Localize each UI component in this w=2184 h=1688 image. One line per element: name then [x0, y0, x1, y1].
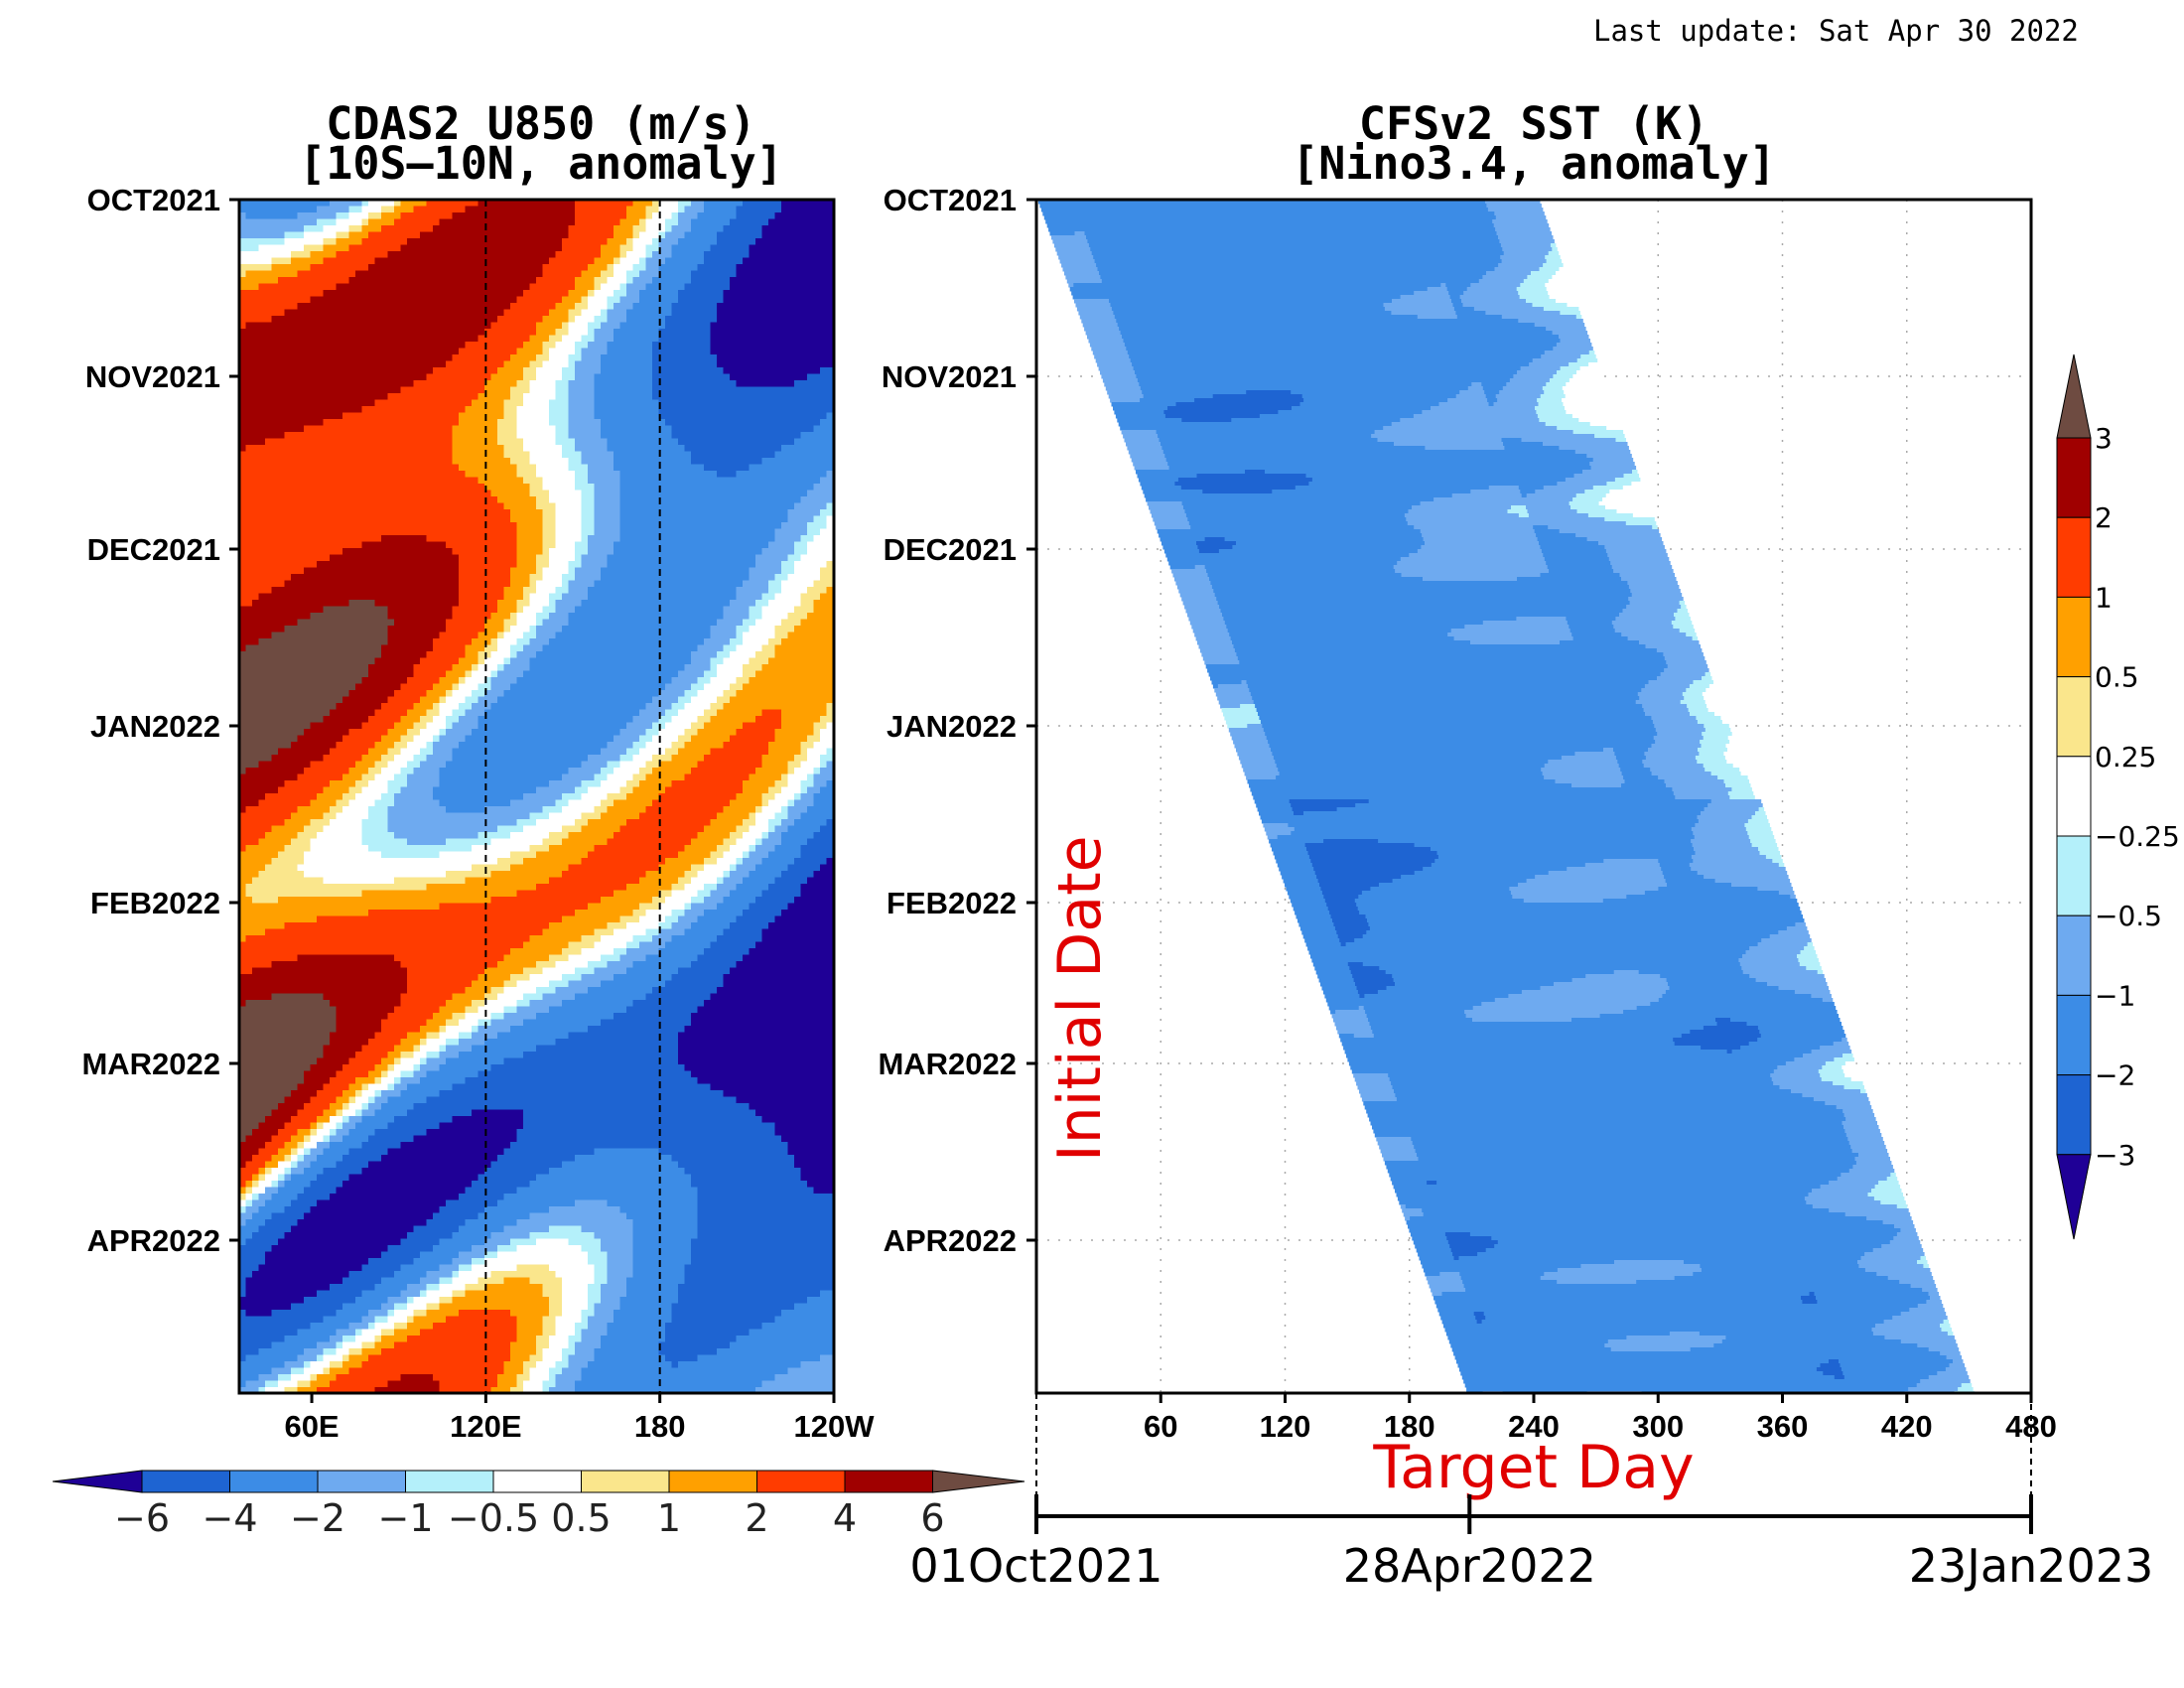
sst-y-axis: OCT2021 NOV2021 DEC2021 JAN2022 FEB2022 MAR20… — [878, 183, 1036, 1258]
y-tick-label: DEC2021 — [884, 532, 1017, 567]
u850-x-axis: 60E 120E 180 120W — [284, 1393, 875, 1444]
u850-frame — [237, 198, 836, 1395]
colorbar-swatch — [2056, 914, 2092, 996]
colorbar-label: 0.25 — [2095, 741, 2156, 774]
colorbar-swatch — [2056, 437, 2092, 518]
x-tick-label: 180 — [634, 1409, 686, 1444]
y-tick-label: OCT2021 — [87, 183, 220, 217]
colorbar-swatch — [581, 1470, 670, 1493]
y-tick-label: JAN2022 — [887, 709, 1017, 744]
colorbar-arrow-high — [2056, 353, 2092, 439]
y-tick-label: APR2022 — [87, 1223, 220, 1258]
colorbar-swatch — [756, 1470, 846, 1493]
colorbar-swatch — [405, 1470, 494, 1493]
y-tick-label: FEB2022 — [90, 886, 220, 920]
colorbar-label: 0.5 — [2095, 661, 2139, 694]
colorbar-swatch — [2056, 994, 2092, 1076]
colorbar-arrow-low — [2056, 1154, 2092, 1240]
colorbar-label: 6 — [920, 1496, 944, 1540]
colorbar-arrow-high — [932, 1470, 1025, 1493]
colorbar-label: −4 — [202, 1496, 257, 1540]
colorbar-swatch — [492, 1470, 582, 1493]
colorbar-label: 1 — [2095, 581, 2113, 614]
u850-title-line1: CDAS2 U850 (m/s) — [326, 97, 755, 150]
colorbar-swatch — [229, 1470, 319, 1493]
colorbar-arrow-low — [52, 1470, 143, 1493]
colorbar-label: 4 — [833, 1496, 857, 1540]
colorbar-swatch — [317, 1470, 406, 1493]
x-tick-label: 120E — [450, 1409, 521, 1444]
colorbar-swatch — [668, 1470, 757, 1493]
y-tick-label: OCT2021 — [884, 183, 1017, 217]
u850-y-axis: OCT2021 NOV2021 DEC2021 JAN2022 FEB2022 MAR20… — [81, 183, 239, 1258]
timeline-label: 28Apr2022 — [1343, 1539, 1596, 1593]
colorbar-swatch — [2056, 1074, 2092, 1156]
sst-panel: CFSv2 SST (K) [Nino3.4, anomaly] OCT2021… — [878, 97, 2179, 1593]
x-tick-label: 60E — [284, 1409, 339, 1444]
colorbar-label: −0.25 — [2095, 820, 2180, 853]
colorbar-label: −2 — [2095, 1059, 2135, 1092]
u850-reference-lines — [484, 200, 661, 1393]
colorbar-label: −0.5 — [2095, 900, 2162, 932]
colorbar-label: 3 — [2095, 422, 2113, 455]
colorbar-label: 0.5 — [551, 1496, 611, 1540]
x-tick-label: 120 — [1260, 1409, 1311, 1444]
colorbar-swatch — [141, 1470, 230, 1493]
x-tick-label: 60 — [1144, 1409, 1177, 1444]
x-tick-label: 120W — [794, 1409, 876, 1444]
u850-colorbar: −6 −4 −2 −1 −0.5 0.5 1 2 4 6 — [52, 1470, 1025, 1540]
colorbar-label: −2 — [290, 1496, 345, 1540]
colorbar-label: −1 — [2095, 979, 2135, 1012]
sst-timeline: 01Oct2021 28Apr2022 23Jan2023 — [909, 1393, 2153, 1593]
colorbar-swatch — [2056, 516, 2092, 598]
sst-xlabel: Target Day — [1372, 1433, 1694, 1502]
x-tick-label: 420 — [1881, 1409, 1933, 1444]
colorbar-label: −3 — [2095, 1139, 2135, 1172]
y-tick-label: JAN2022 — [90, 709, 220, 744]
colorbar-swatch — [2056, 596, 2092, 678]
sst-colorbar: 3 2 1 0.5 0.25 −0.25 −0.5 −1 −2 −3 — [2056, 353, 2180, 1240]
y-tick-label: MAR2022 — [878, 1047, 1017, 1081]
colorbar-label: −1 — [377, 1496, 433, 1540]
x-tick-label: 240 — [1508, 1409, 1560, 1444]
colorbar-swatch — [2056, 835, 2092, 916]
sst-ylabel: Initial Date — [1045, 835, 1115, 1162]
timeline-label: 23Jan2023 — [1909, 1539, 2154, 1593]
colorbar-label: 1 — [657, 1496, 681, 1540]
colorbar-swatch — [2056, 756, 2092, 837]
colorbar-label: 2 — [2095, 501, 2113, 534]
y-tick-label: NOV2021 — [882, 359, 1017, 394]
y-tick-label: MAR2022 — [81, 1047, 220, 1081]
y-tick-label: APR2022 — [884, 1223, 1017, 1258]
y-tick-label: FEB2022 — [887, 886, 1017, 920]
timeline-label: 01Oct2021 — [909, 1539, 1162, 1593]
colorbar-label: −6 — [114, 1496, 170, 1540]
x-tick-label: 360 — [1757, 1409, 1809, 1444]
sst-title-line1: CFSv2 SST (K) — [1359, 97, 1708, 150]
y-tick-label: DEC2021 — [87, 532, 220, 567]
colorbar-label: 2 — [745, 1496, 768, 1540]
y-tick-label: NOV2021 — [85, 359, 220, 394]
x-tick-label: 300 — [1632, 1409, 1684, 1444]
sst-x-axis: 60 120 180 240 300 360 420 480 — [1144, 1393, 2057, 1444]
colorbar-swatch — [844, 1470, 933, 1493]
sst-title-line2: [Nino3.4, anomaly] — [1292, 137, 1776, 190]
u850-panel: CDAS2 U850 (m/s) [10S–10N, anomaly] OCT2… — [52, 97, 1025, 1540]
colorbar-swatch — [2056, 676, 2092, 758]
x-tick-label: 180 — [1384, 1409, 1435, 1444]
last-update-text: Last update: Sat Apr 30 2022 — [1593, 14, 2079, 48]
u850-title-line2: [10S–10N, anomaly] — [299, 137, 783, 190]
u850-heatmap — [239, 200, 834, 1393]
colorbar-label: −0.5 — [448, 1496, 539, 1540]
sst-heatmap — [1038, 200, 1976, 1393]
